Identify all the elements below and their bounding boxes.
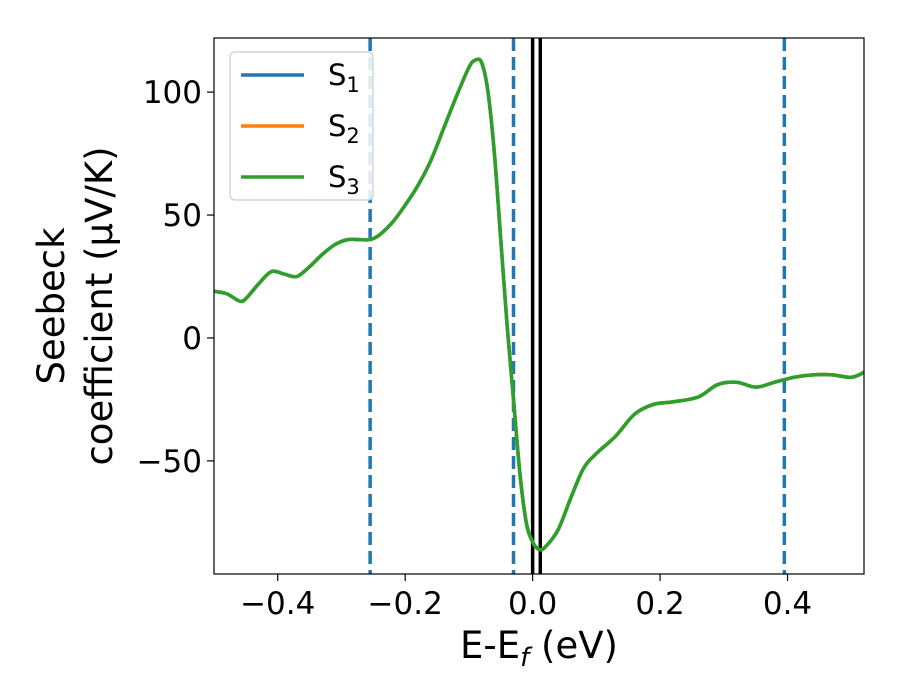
y-axis-label-line2: coefficient (μV/K) (78, 146, 121, 465)
legend: S1 S2 S3 (229, 51, 374, 201)
x-tick-label: 0.2 (635, 586, 684, 622)
y-tick-label: 0 (182, 321, 202, 357)
legend-label-s1: S1 (328, 58, 360, 97)
y-tick-label: 50 (163, 198, 202, 234)
x-axis-label: E-Ef (eV) (460, 624, 618, 673)
plot-area (213, 37, 865, 575)
x-tick-label: −0.2 (368, 586, 443, 622)
y-axis-ticks: −50 0 50 100 (137, 75, 214, 480)
reference-lines (368, 38, 787, 574)
x-tick-label: −0.4 (240, 586, 315, 622)
legend-label-s3: S3 (328, 160, 360, 199)
series-line-s3 (214, 57, 864, 552)
x-tick-label: 0.4 (763, 586, 812, 622)
y-tick-label: −50 (137, 444, 202, 480)
plot-frame (213, 37, 865, 575)
x-axis-ticks: −0.4 −0.2 0.0 0.2 0.4 (240, 574, 812, 622)
series-lines (214, 57, 864, 552)
y-axis-label-line1: Seebeck (30, 227, 73, 385)
y-tick-label: 100 (143, 75, 202, 111)
legend-label-s2: S2 (328, 109, 360, 148)
x-tick-label: 0.0 (508, 586, 557, 622)
